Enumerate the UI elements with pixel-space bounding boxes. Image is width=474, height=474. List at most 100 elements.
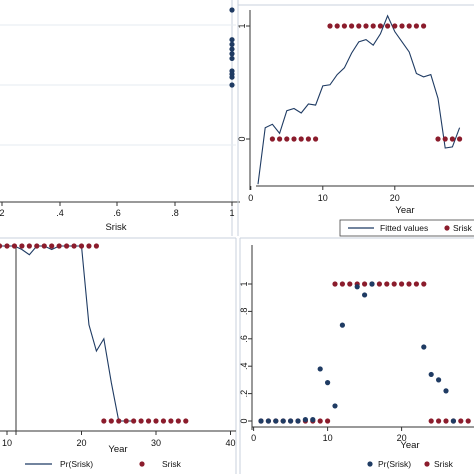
legend-label: Pr(Srisk) [60, 459, 93, 469]
legend-label: Srisk [162, 459, 182, 469]
data-point-pr-srisk [280, 418, 286, 424]
data-point [0, 243, 3, 249]
legend-label: Pr(Srisk) [378, 459, 411, 469]
data-point [71, 243, 77, 249]
data-point [349, 23, 355, 29]
data-point-pr-srisk [362, 292, 368, 298]
data-point-srisk [325, 418, 331, 424]
data-point-pr-srisk [436, 377, 442, 383]
data-point [145, 418, 152, 424]
data-point [269, 136, 275, 142]
data-point-srisk [339, 281, 345, 287]
x-tick-label: 10 [323, 433, 333, 443]
data-point [93, 243, 99, 249]
data-point [298, 136, 304, 142]
data-point-srisk [362, 281, 368, 287]
x-tick-label: 20 [390, 193, 400, 203]
x-tick-label: 10 [2, 438, 12, 448]
data-point [229, 51, 235, 57]
x-tick-label: .4 [56, 208, 64, 218]
legend-label: Fitted values [380, 223, 428, 233]
data-point [363, 23, 369, 29]
data-point [341, 23, 347, 29]
x-tick-label: 40 [225, 438, 235, 448]
x-tick-label: 20 [76, 438, 86, 448]
x-axis-title: Year [108, 444, 127, 455]
data-point-pr-srisk [310, 417, 316, 423]
data-point-pr-srisk [288, 418, 294, 424]
data-point [19, 243, 25, 249]
data-point [229, 74, 235, 80]
y-tick-label: .8 [239, 308, 249, 316]
data-point [421, 23, 427, 29]
data-point [356, 23, 362, 29]
data-point [41, 243, 47, 249]
legend-dot-swatch [139, 461, 145, 467]
data-point [442, 136, 448, 142]
data-point [229, 41, 235, 47]
y-tick-label: 1 [237, 23, 247, 28]
y-tick-label: 0 [237, 136, 247, 141]
data-point-pr-srisk [265, 418, 271, 424]
data-point-srisk [406, 281, 412, 287]
data-point-srisk [443, 418, 449, 424]
legend-box [339, 219, 474, 237]
data-point [86, 243, 92, 249]
x-axis-title: Year [395, 205, 414, 216]
data-point-srisk [465, 418, 471, 424]
data-point [385, 23, 391, 29]
legend-label: Srisk [434, 459, 454, 469]
data-point-pr-srisk [258, 418, 264, 424]
data-point-pr-srisk [354, 284, 360, 290]
data-point-srisk [458, 418, 464, 424]
data-point [435, 136, 441, 142]
y-tick-label: .6 [239, 335, 249, 343]
data-point [229, 7, 235, 13]
data-point-pr-srisk [325, 380, 331, 386]
data-point-pr-srisk [273, 418, 279, 424]
data-point [305, 136, 311, 142]
data-point [291, 136, 297, 142]
data-point-pr-srisk [443, 388, 449, 394]
data-point [449, 136, 455, 142]
data-point [229, 82, 235, 88]
data-point [284, 136, 290, 142]
y-tick-label: 0 [239, 418, 249, 423]
data-point [277, 136, 283, 142]
data-point [26, 243, 32, 249]
data-point [160, 418, 167, 424]
data-point-pr-srisk [421, 344, 427, 350]
data-point [101, 418, 107, 424]
data-point [34, 243, 40, 249]
data-point [406, 23, 412, 29]
data-point [49, 243, 55, 249]
legend-dot-swatch [424, 461, 430, 467]
data-point [4, 243, 10, 249]
data-point [64, 243, 70, 249]
panel-top-left: 2 .4 .6 .8 1 Srisk [0, 0, 240, 236]
data-point [168, 418, 174, 424]
data-point-pr-srisk [302, 417, 308, 423]
x-axis-title: Year [400, 440, 419, 451]
data-point-pr-srisk [450, 418, 456, 424]
data-point [11, 243, 18, 249]
legend-dot-swatch [444, 225, 450, 231]
data-point-srisk [436, 418, 442, 424]
data-point [123, 418, 129, 424]
x-tick-label: 1 [229, 208, 234, 218]
data-point [138, 418, 144, 424]
data-point [392, 23, 398, 29]
data-point [175, 418, 181, 424]
data-point-srisk [413, 281, 419, 287]
data-point-pr-srisk [428, 371, 434, 378]
series-line-pr-srisk [0, 245, 134, 422]
y-tick-label: .2 [239, 390, 249, 398]
x-tick-label: 2 [0, 208, 5, 218]
x-tick-label: 0 [248, 193, 253, 203]
data-point [131, 418, 137, 424]
data-point [229, 46, 235, 52]
data-point [229, 37, 235, 43]
y-tick-label: 1 [239, 281, 249, 286]
